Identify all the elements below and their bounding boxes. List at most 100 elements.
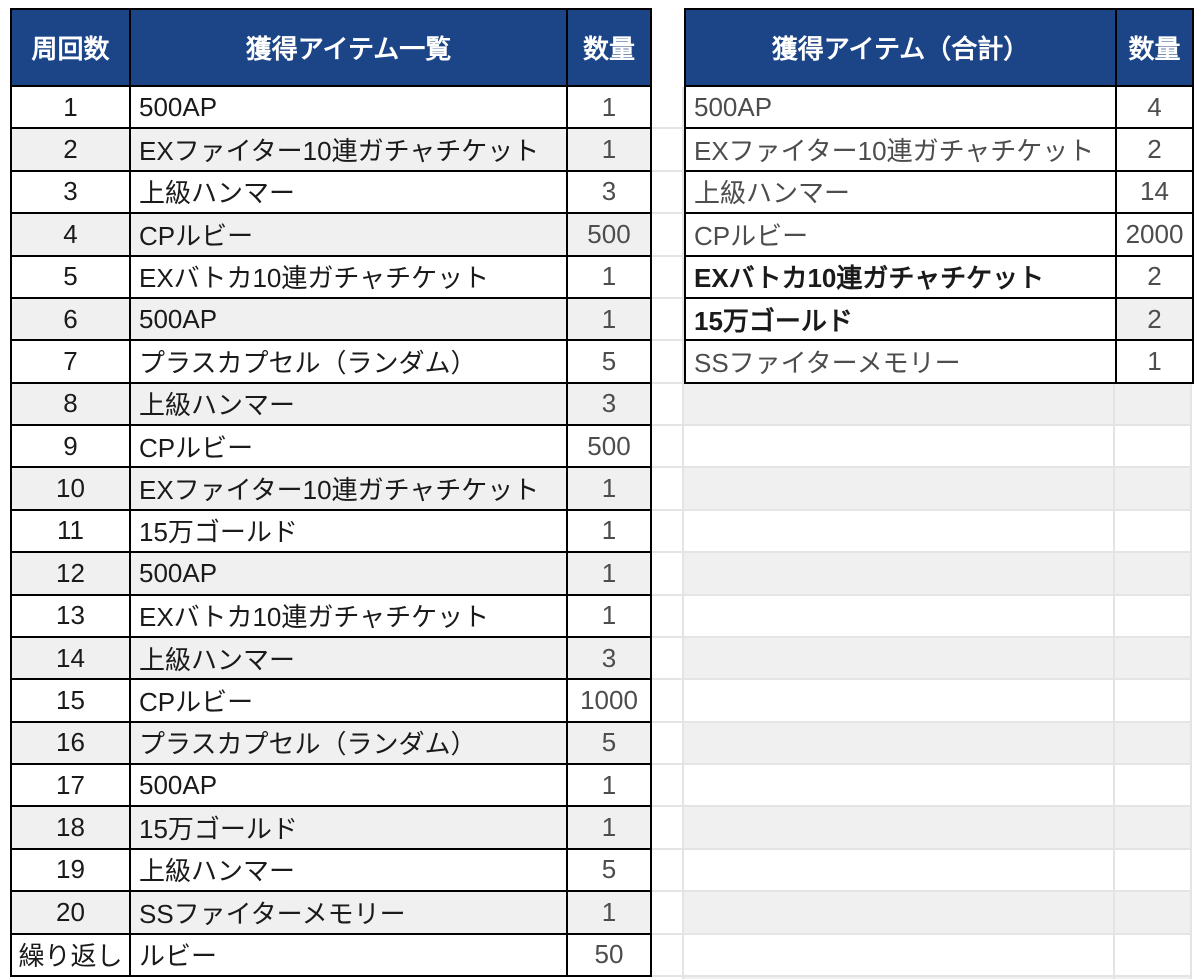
empty-cell [684,510,1115,554]
empty-cell [684,468,1115,511]
item-cell: 上級ハンマー [131,637,568,681]
empty-cell [684,553,1115,596]
qty-cell: 1 [568,553,652,596]
lap-cell: 18 [12,807,131,850]
empty-cell [684,637,1115,681]
qty-cell: 1 [568,129,652,172]
qty-cell: 3 [568,383,652,426]
qty-cell: 1 [568,468,652,511]
empty-cell [1115,510,1192,554]
empty-cell [684,892,1115,935]
item-cell: CPルビー [131,426,568,469]
lap-cell: 繰り返し [12,934,131,977]
gutter-cell [652,553,684,596]
gutter-cell [652,510,684,554]
empty-cell [1115,637,1192,681]
qty-cell: 1 [568,510,652,554]
lap-cell: 14 [12,637,131,681]
lap-cell: 3 [12,171,131,215]
item-cell: 15万ゴールド [131,510,568,554]
qty-cell: 1 [1117,341,1194,384]
item-cell: 500AP [686,87,1117,130]
empty-row [652,680,1192,723]
gutter-cell [652,680,684,723]
qty-cell: 4 [1117,87,1194,130]
gutter-cell [652,298,684,342]
empty-row [652,892,1192,935]
empty-cell [1115,468,1192,511]
empty-cell [684,765,1115,808]
gutter-cell [652,214,684,257]
col-header-item-list: 獲得アイテム一覧 [131,10,568,87]
qty-cell: 5 [568,722,652,765]
item-cell: 500AP [131,87,568,130]
gutter-cell [652,976,684,979]
gutter-cell [652,383,684,426]
empty-cell [1115,976,1192,979]
empty-cell [684,426,1115,469]
empty-row [652,383,1192,426]
item-cell: 500AP [131,553,568,596]
qty-cell: 1 [568,765,652,808]
qty-cell: 50 [568,934,652,977]
qty-cell: 5 [568,341,652,384]
item-cell: 15万ゴールド [131,807,568,850]
item-cell: 上級ハンマー [686,171,1117,215]
empty-cell [1115,680,1192,723]
qty-cell: 1 [568,892,652,935]
lap-cell: 7 [12,341,131,384]
empty-cell [1115,383,1192,426]
lap-cell: 13 [12,595,131,638]
lap-cell: 5 [12,256,131,299]
empty-row [652,722,1192,765]
empty-cell [1115,934,1192,977]
qty-cell: 2 [1117,298,1194,342]
empty-row [652,934,1192,977]
item-cell: CPルビー [686,214,1117,257]
empty-cell [1115,722,1192,765]
gutter-cell [652,892,684,935]
col-header-quantity: 数量 [568,10,652,87]
lap-cell: 10 [12,468,131,511]
qty-cell: 3 [568,171,652,215]
qty-cell: 14 [1117,171,1194,215]
empty-row [652,510,1192,554]
item-cell: CPルビー [131,680,568,723]
lap-cell: 11 [12,510,131,554]
item-cell: 500AP [131,765,568,808]
empty-cell [1115,765,1192,808]
qty-cell: 500 [568,214,652,257]
item-cell: SSファイターメモリー [131,892,568,935]
empty-row [652,807,1192,850]
lap-cell: 4 [12,214,131,257]
qty-cell: 1 [568,87,652,130]
empty-row [652,849,1192,893]
empty-cell [1115,595,1192,638]
qty-cell: 2 [1117,129,1194,172]
empty-row [652,595,1192,638]
empty-cell [1115,553,1192,596]
item-cell: 500AP [131,298,568,342]
gutter-cell [652,426,684,469]
empty-cell [684,595,1115,638]
empty-cell [684,976,1115,979]
qty-cell: 1000 [568,680,652,723]
gutter-cell [652,468,684,511]
lap-cell: 2 [12,129,131,172]
empty-cell [1115,807,1192,850]
lap-cell: 8 [12,383,131,426]
lap-rewards-table: 周回数 獲得アイテム一覧 数量 1 500AP 1 2 EXファイター10連ガチャチケッ… [10,8,652,977]
gutter-cell [652,637,684,681]
item-cell: EXバトカ10連ガチャチケット [131,256,568,299]
item-cell: EXファイター10連ガチャチケット [131,129,568,172]
item-cell: EXファイター10連ガチャチケット [131,468,568,511]
qty-cell: 2 [1117,256,1194,299]
item-cell: 15万ゴールド [686,298,1117,342]
gutter-cell [652,722,684,765]
gutter-cell [652,595,684,638]
empty-row [652,426,1192,469]
lap-cell: 6 [12,298,131,342]
lap-cell: 15 [12,680,131,723]
qty-cell: 1 [568,807,652,850]
empty-cell [684,722,1115,765]
